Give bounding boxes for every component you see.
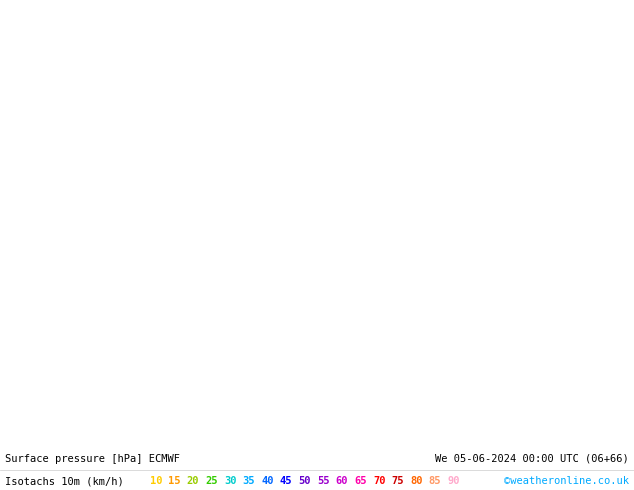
Text: ©weatheronline.co.uk: ©weatheronline.co.uk <box>504 476 629 486</box>
Text: 45: 45 <box>280 476 292 486</box>
Text: 30: 30 <box>224 476 236 486</box>
Text: 85: 85 <box>429 476 441 486</box>
Text: 40: 40 <box>261 476 274 486</box>
Text: 65: 65 <box>354 476 367 486</box>
Text: Surface pressure [hPa] ECMWF: Surface pressure [hPa] ECMWF <box>5 454 180 464</box>
Text: Isotachs 10m (km/h): Isotachs 10m (km/h) <box>5 476 124 486</box>
Text: 35: 35 <box>243 476 255 486</box>
Text: 55: 55 <box>317 476 330 486</box>
Text: 50: 50 <box>299 476 311 486</box>
Text: 20: 20 <box>187 476 199 486</box>
Text: 90: 90 <box>448 476 460 486</box>
Text: 70: 70 <box>373 476 385 486</box>
Text: 15: 15 <box>168 476 181 486</box>
Text: 75: 75 <box>392 476 404 486</box>
Text: 25: 25 <box>205 476 218 486</box>
Text: 80: 80 <box>410 476 423 486</box>
Text: We 05-06-2024 00:00 UTC (06+66): We 05-06-2024 00:00 UTC (06+66) <box>435 454 629 464</box>
Text: 60: 60 <box>336 476 348 486</box>
Text: 10: 10 <box>150 476 162 486</box>
